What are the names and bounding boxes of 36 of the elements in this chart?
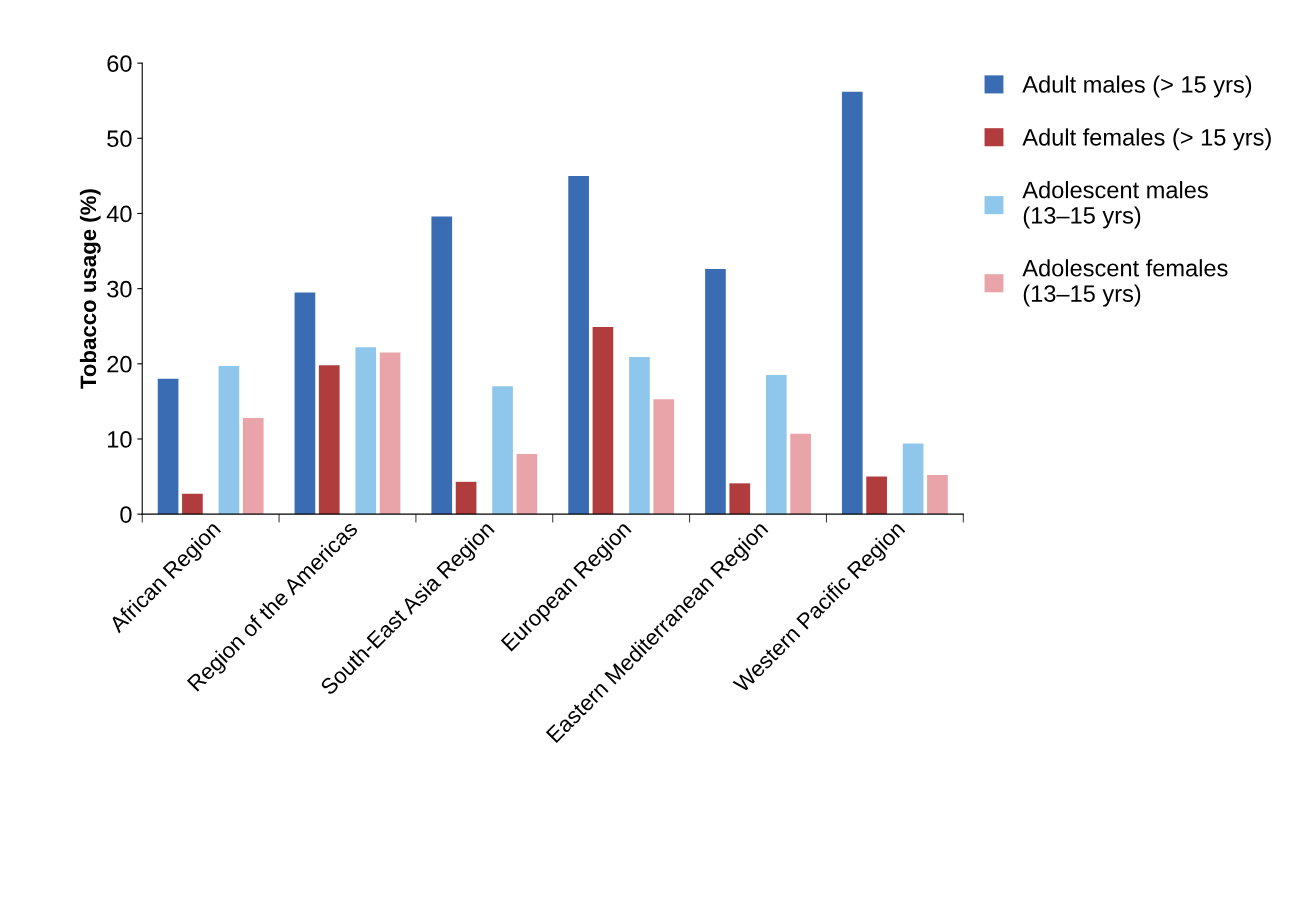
bar [294, 292, 316, 515]
bar [927, 475, 948, 515]
legend-label: Adolescent females (13–15 yrs) [1022, 259, 1228, 307]
bar [592, 326, 614, 515]
bar [866, 476, 887, 515]
y-tick-label: 40 [106, 205, 132, 223]
bar [629, 357, 650, 515]
bar [902, 443, 924, 515]
legend-label: Adult females (> 15 yrs) [1022, 128, 1271, 151]
bar [431, 216, 453, 515]
legend-label: Adolescent males (13–15 yrs) [1022, 181, 1208, 229]
bar [318, 365, 340, 515]
bar [455, 481, 477, 515]
legend-label: Adult males (> 15 yrs) [1022, 75, 1252, 98]
bar [218, 366, 240, 515]
y-tick-label: 50 [107, 130, 132, 148]
y-tick-label: 0 [120, 506, 132, 523]
y-tick-label: 30 [107, 280, 132, 298]
y-tick-label: 20 [107, 355, 132, 373]
bar [653, 399, 675, 515]
bar [841, 91, 863, 515]
bar [705, 269, 726, 515]
bar [379, 352, 401, 515]
bar [568, 175, 589, 515]
bar [729, 483, 751, 515]
bar [765, 375, 787, 515]
bar [182, 493, 203, 515]
bar [492, 386, 513, 515]
y-axis-title: Tobacco usage (%) [79, 189, 101, 389]
bar [355, 347, 377, 515]
y-tick-label: 60 [107, 55, 132, 72]
bar [157, 378, 179, 515]
bar [242, 417, 264, 515]
bar [516, 454, 538, 515]
y-tick-label: 10 [108, 431, 132, 448]
bar [790, 433, 811, 515]
